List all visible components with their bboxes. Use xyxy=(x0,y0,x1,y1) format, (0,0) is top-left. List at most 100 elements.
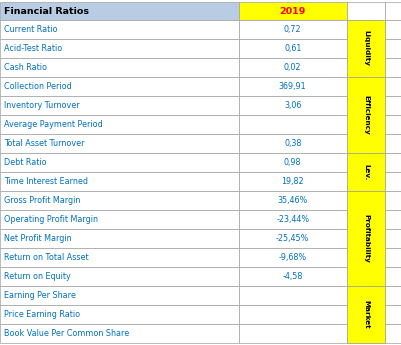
Text: Average Payment Period: Average Payment Period xyxy=(4,120,103,129)
Bar xyxy=(385,324,401,343)
Bar xyxy=(0,153,239,172)
Bar xyxy=(239,134,347,153)
Bar xyxy=(385,39,401,58)
Text: Financial Ratios: Financial Ratios xyxy=(4,7,89,16)
Bar xyxy=(239,229,347,248)
Bar xyxy=(385,248,401,267)
Text: Lev.: Lev. xyxy=(363,164,369,180)
Bar xyxy=(0,134,239,153)
Text: 0,02: 0,02 xyxy=(284,63,302,72)
Text: Time Interest Earned: Time Interest Earned xyxy=(4,177,88,186)
Text: -25,45%: -25,45% xyxy=(276,234,310,243)
Bar xyxy=(385,305,401,324)
Bar xyxy=(239,191,347,210)
Bar xyxy=(385,58,401,77)
Text: Cash Ratio: Cash Ratio xyxy=(4,63,47,72)
Text: -9,68%: -9,68% xyxy=(279,253,307,262)
Text: 0,38: 0,38 xyxy=(284,139,302,148)
Bar xyxy=(0,115,239,134)
Bar xyxy=(0,210,239,229)
Bar xyxy=(239,324,347,343)
Bar xyxy=(347,324,385,343)
Text: 3,06: 3,06 xyxy=(284,101,302,110)
Bar xyxy=(239,286,347,305)
Bar xyxy=(347,248,385,267)
Bar xyxy=(239,96,347,115)
Text: Operating Profit Margin: Operating Profit Margin xyxy=(4,215,98,224)
Bar xyxy=(239,58,347,77)
Text: Efficiency: Efficiency xyxy=(363,95,369,135)
Bar xyxy=(347,191,385,210)
Text: Profitability: Profitability xyxy=(363,214,369,263)
Bar xyxy=(239,305,347,324)
Bar xyxy=(347,39,385,58)
Text: 369,91: 369,91 xyxy=(279,82,306,91)
Bar xyxy=(0,96,239,115)
Text: Price Earning Ratio: Price Earning Ratio xyxy=(4,310,80,319)
Bar xyxy=(347,305,385,324)
Bar xyxy=(239,248,347,267)
Bar xyxy=(347,115,385,134)
Bar xyxy=(0,324,239,343)
Bar xyxy=(0,286,239,305)
Text: Gross Profit Margin: Gross Profit Margin xyxy=(4,196,80,205)
Text: 0,61: 0,61 xyxy=(284,44,302,53)
Bar xyxy=(347,172,385,191)
Text: 35,46%: 35,46% xyxy=(277,196,308,205)
Bar xyxy=(239,267,347,286)
Text: Current Ratio: Current Ratio xyxy=(4,25,57,34)
Bar xyxy=(385,191,401,210)
Text: -4,58: -4,58 xyxy=(283,272,303,281)
Bar xyxy=(0,77,239,96)
Bar xyxy=(239,153,347,172)
Text: 2019: 2019 xyxy=(279,7,306,16)
Text: Return on Total Asset: Return on Total Asset xyxy=(4,253,89,262)
Bar xyxy=(0,191,239,210)
Bar xyxy=(0,229,239,248)
Bar xyxy=(0,58,239,77)
Text: -23,44%: -23,44% xyxy=(276,215,309,224)
Bar xyxy=(385,115,401,134)
Text: 0,98: 0,98 xyxy=(284,158,302,167)
Bar xyxy=(347,20,385,77)
Bar xyxy=(347,153,385,191)
Bar xyxy=(347,267,385,286)
Text: Collection Period: Collection Period xyxy=(4,82,72,91)
Bar xyxy=(0,39,239,58)
Text: Earning Per Share: Earning Per Share xyxy=(4,291,76,300)
Text: Total Asset Turnover: Total Asset Turnover xyxy=(4,139,85,148)
Bar xyxy=(385,96,401,115)
Bar xyxy=(347,229,385,248)
Bar xyxy=(0,20,239,39)
Bar xyxy=(347,20,385,39)
Bar xyxy=(239,77,347,96)
Bar xyxy=(0,305,239,324)
Bar xyxy=(347,77,385,153)
Bar xyxy=(385,172,401,191)
Bar xyxy=(347,77,385,96)
Bar xyxy=(347,286,385,343)
Bar xyxy=(347,96,385,115)
Bar xyxy=(347,210,385,229)
Bar xyxy=(385,77,401,96)
Bar xyxy=(385,286,401,305)
Text: Market: Market xyxy=(363,300,369,329)
Bar xyxy=(239,20,347,39)
Text: Inventory Turnover: Inventory Turnover xyxy=(4,101,80,110)
Bar xyxy=(347,153,385,172)
Bar xyxy=(0,267,239,286)
Text: Net Profit Margin: Net Profit Margin xyxy=(4,234,72,243)
Bar xyxy=(347,58,385,77)
Bar xyxy=(385,2,401,20)
Bar xyxy=(347,286,385,305)
Text: Acid-Test Ratio: Acid-Test Ratio xyxy=(4,44,62,53)
Bar xyxy=(239,2,347,20)
Bar xyxy=(347,134,385,153)
Bar xyxy=(385,20,401,39)
Text: Liquidity: Liquidity xyxy=(363,30,369,67)
Bar xyxy=(0,2,239,20)
Bar xyxy=(239,172,347,191)
Text: 0,72: 0,72 xyxy=(284,25,302,34)
Text: Return on Equity: Return on Equity xyxy=(4,272,71,281)
Bar xyxy=(347,2,385,20)
